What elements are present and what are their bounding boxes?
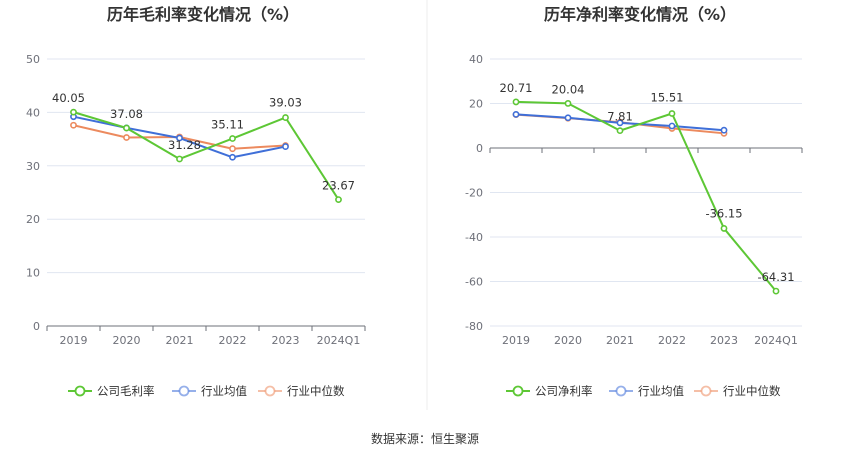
- series-line-company: [73, 111, 340, 201]
- data-point-company[interactable]: [668, 110, 676, 117]
- x-tick-label: 2020: [113, 334, 141, 347]
- legend-swatch-marker: [700, 385, 712, 397]
- data-point-company[interactable]: [772, 287, 780, 295]
- gross-margin-chart: 历年毛利率变化情况（%） 0 10 20 30 40 50 2019 2020 2021 2022 2…: [26, 5, 366, 398]
- y-tick-label: -40: [465, 231, 483, 244]
- data-point-company[interactable]: [123, 124, 130, 132]
- x-tick-label: 2021: [166, 334, 194, 347]
- y-tick-label: -60: [465, 276, 483, 289]
- y-tick-label: 20: [26, 213, 40, 226]
- legend-label: 公司净利率: [535, 384, 593, 398]
- data-label: 7.81: [607, 110, 633, 124]
- data-point-industry_avg[interactable]: [176, 134, 183, 142]
- data-point-company[interactable]: [176, 155, 183, 163]
- data-label: 39.03: [269, 96, 302, 110]
- legend-swatch-marker: [74, 385, 86, 397]
- y-tick-label: -80: [465, 320, 483, 333]
- data-point-industry_median[interactable]: [123, 134, 130, 141]
- legend-item-industry_avg[interactable]: 行业均值: [609, 384, 684, 398]
- data-point-company[interactable]: [282, 114, 289, 121]
- legend-item-company[interactable]: 公司毛利率: [68, 384, 155, 398]
- data-label: 37.08: [110, 107, 143, 121]
- data-point-industry_avg[interactable]: [512, 111, 520, 118]
- data-point-company[interactable]: [512, 98, 520, 106]
- data-point-industry_avg[interactable]: [282, 143, 289, 150]
- y-tick-label: 20: [469, 98, 483, 111]
- data-label: 23.67: [322, 179, 355, 193]
- data-label: 20.71: [500, 81, 533, 95]
- data-point-industry_median[interactable]: [70, 121, 77, 129]
- data-point-industry_avg[interactable]: [616, 119, 624, 127]
- data-source-note: 数据来源：恒生聚源: [371, 431, 479, 446]
- data-point-company[interactable]: [229, 135, 236, 142]
- y-tick-label: 0: [33, 320, 40, 333]
- data-point-industry_median[interactable]: [229, 145, 236, 153]
- x-tick-label: 2022: [658, 334, 686, 347]
- legend-item-company[interactable]: 公司净利率: [506, 384, 593, 398]
- net-margin-chart: 历年净利率变化情况（%） -80 -60 -40 -20 0 20 40 2019 2020 202…: [465, 5, 803, 398]
- x-tick-label: 2019: [502, 334, 530, 347]
- data-label: 15.51: [651, 90, 684, 104]
- x-tick-label: 2019: [60, 334, 88, 347]
- data-point-industry_avg[interactable]: [720, 126, 728, 134]
- data-point-company[interactable]: [564, 100, 572, 107]
- x-tick-label: 2021: [606, 334, 634, 347]
- data-label: 20.04: [552, 82, 585, 96]
- chart-title: 历年净利率变化情况（%）: [544, 5, 736, 24]
- data-point-industry_avg[interactable]: [564, 114, 572, 122]
- y-tick-label: 10: [26, 267, 40, 280]
- legend-label: 行业中位数: [287, 384, 345, 398]
- series-line-company: [515, 100, 777, 292]
- legend-item-industry_avg[interactable]: 行业均值: [172, 384, 247, 398]
- legend-swatch-marker: [512, 385, 524, 397]
- legend-swatch-marker: [264, 385, 276, 397]
- y-tick-label: 40: [469, 53, 483, 66]
- data-point-company[interactable]: [70, 108, 77, 116]
- data-point-company[interactable]: [335, 196, 342, 204]
- x-tick-label: 2020: [554, 334, 582, 347]
- chart-title: 历年毛利率变化情况（%）: [107, 5, 299, 24]
- y-tick-label: 30: [26, 160, 40, 173]
- legend-item-industry_median[interactable]: 行业中位数: [258, 384, 345, 398]
- data-point-company[interactable]: [720, 225, 728, 232]
- data-label: -36.15: [705, 206, 742, 220]
- x-tick-label: 2023: [272, 334, 300, 347]
- x-tick-label: 2022: [219, 334, 247, 347]
- legend-swatch-marker: [178, 385, 190, 397]
- legend-swatch-marker: [615, 385, 627, 397]
- x-tick-label: 2024Q1: [317, 334, 361, 347]
- legend-label: 行业均值: [638, 384, 684, 398]
- x-tick-label: 2023: [710, 334, 738, 347]
- data-point-industry_avg[interactable]: [668, 122, 676, 130]
- data-label: 31.28: [168, 138, 201, 152]
- y-tick-label: -20: [465, 187, 483, 200]
- data-label: 40.05: [52, 91, 85, 105]
- data-point-industry_avg[interactable]: [229, 153, 236, 161]
- legend-label: 行业均值: [201, 384, 247, 398]
- data-label: 35.11: [211, 118, 244, 132]
- y-tick-label: 50: [26, 53, 40, 66]
- data-label: -64.31: [757, 270, 794, 284]
- x-tick-label: 2024Q1: [754, 334, 798, 347]
- y-tick-label: 0: [476, 142, 483, 155]
- data-point-company[interactable]: [616, 127, 624, 135]
- legend-item-industry_median[interactable]: 行业中位数: [694, 384, 781, 398]
- y-tick-label: 40: [26, 106, 40, 119]
- legend-label: 公司毛利率: [97, 384, 155, 398]
- legend-label: 行业中位数: [723, 384, 781, 398]
